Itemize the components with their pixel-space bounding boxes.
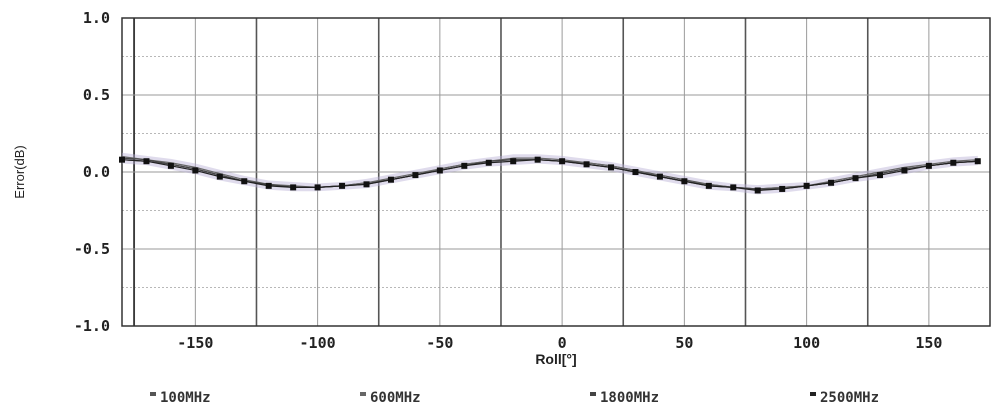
data-point [950, 159, 957, 166]
data-point [290, 184, 297, 191]
data-point [510, 158, 517, 165]
y-tick-label: 0.5 [83, 86, 110, 104]
y-axis-label: Error(dB) [12, 145, 27, 198]
data-point [192, 167, 199, 174]
plot-area-frame [121, 17, 991, 327]
data-point [705, 182, 712, 189]
data-point [265, 182, 272, 189]
x-tick-label: 50 [675, 334, 693, 352]
data-point [143, 158, 150, 165]
data-point [559, 158, 566, 165]
legend-marker [150, 392, 156, 396]
data-point [387, 176, 394, 183]
data-point [925, 162, 932, 169]
data-point [779, 185, 786, 192]
data-point [167, 162, 174, 169]
legend-marker [360, 392, 366, 396]
legend-marker [590, 392, 596, 396]
y-tick-label: 0.0 [83, 163, 110, 181]
data-point [754, 187, 761, 194]
data-point [583, 161, 590, 168]
data-point [119, 156, 125, 163]
y-tick-label: -1.0 [74, 317, 110, 335]
legend-label: 1800MHz [600, 390, 659, 406]
series-layer [119, 156, 981, 194]
data-point [436, 167, 443, 174]
legend-item-600MHz: 600MHz [360, 390, 421, 406]
data-point [632, 169, 639, 175]
data-point [485, 159, 492, 166]
x-tick-label: 0 [558, 334, 567, 352]
x-tick-labels: -150 -100 -50 0 50 100 150 [177, 334, 942, 352]
data-point [901, 167, 908, 174]
data-point [974, 158, 981, 165]
series-line [121, 159, 978, 192]
error-band [122, 152, 978, 195]
data-point [656, 173, 663, 180]
legend-label: 600MHz [370, 390, 421, 406]
error-band-area [122, 152, 978, 195]
y-tick-label: 1.0 [83, 9, 110, 27]
legend-item-2500MHz: 2500MHz [810, 390, 879, 406]
data-point [803, 182, 810, 189]
legend-item-1800MHz: 1800MHz [590, 390, 659, 406]
data-point [241, 178, 248, 185]
y-tick-label: -0.5 [74, 240, 110, 258]
legend-label: 2500MHz [820, 390, 879, 406]
series-2500MHz [119, 156, 981, 194]
y-tick-labels: 1.0 0.5 0.0 -0.5 -1.0 [74, 9, 110, 335]
data-point [828, 179, 835, 186]
data-point [852, 175, 859, 182]
data-point [730, 184, 737, 191]
x-tick-label: -50 [426, 334, 453, 352]
data-point [412, 172, 419, 179]
x-tick-label: -100 [300, 334, 336, 352]
legend: 100MHz 600MHz 1800MHz 2500MHz [150, 390, 879, 406]
data-point [681, 178, 688, 185]
x-tick-label: -150 [177, 334, 213, 352]
data-point [608, 164, 615, 171]
data-point [461, 162, 468, 169]
x-tick-label: 150 [915, 334, 942, 352]
data-point [876, 172, 883, 179]
data-point [363, 181, 370, 188]
data-point [534, 156, 541, 163]
data-point [339, 182, 346, 189]
x-axis-label: Roll[°] [535, 351, 576, 367]
data-point [216, 173, 223, 180]
legend-item-100MHz: 100MHz [150, 390, 211, 406]
legend-label: 100MHz [160, 390, 211, 406]
legend-marker [810, 392, 816, 396]
data-point [314, 184, 321, 191]
x-tick-label: 100 [793, 334, 820, 352]
